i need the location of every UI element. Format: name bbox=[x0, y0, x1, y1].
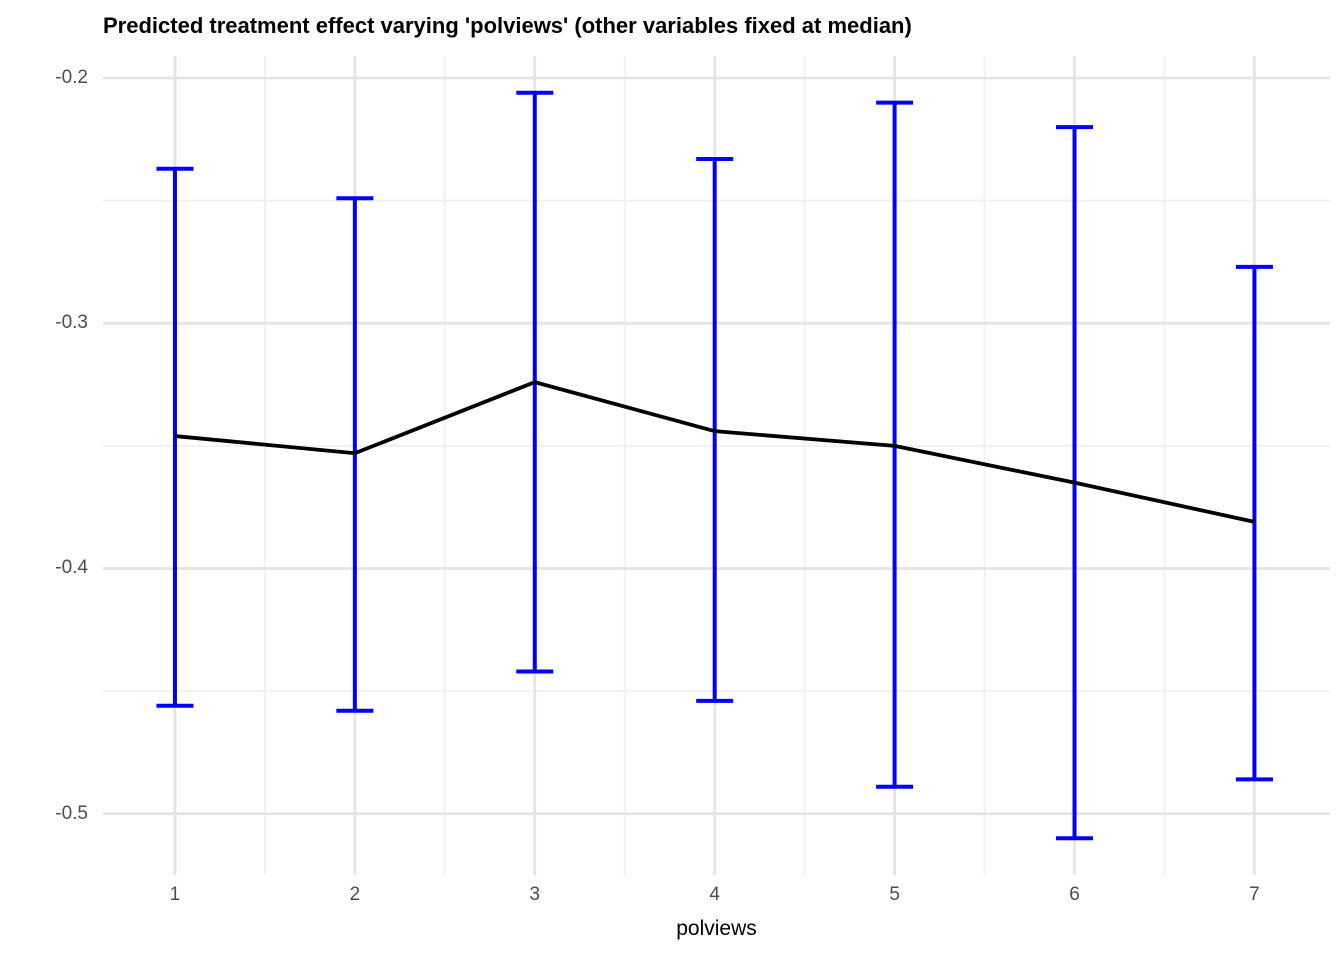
y-tick-label: -0.3 bbox=[55, 312, 88, 334]
x-tick-label: 2 bbox=[349, 884, 361, 905]
x-tick-label: 6 bbox=[1069, 884, 1080, 905]
x-tick-label: 1 bbox=[169, 884, 181, 905]
x-tick-label: 3 bbox=[529, 884, 541, 905]
estimate-line bbox=[174, 380, 1255, 524]
y-tick-label: -0.4 bbox=[55, 557, 88, 579]
y-tick-label: -0.5 bbox=[55, 802, 88, 824]
x-tick-label: 5 bbox=[889, 884, 900, 905]
x-axis-title: polviews bbox=[676, 917, 757, 940]
x-tick-label: 7 bbox=[1249, 884, 1260, 905]
chart-title: Predicted treatment effect varying 'polv… bbox=[103, 13, 912, 38]
y-tick-label: -0.2 bbox=[55, 67, 88, 89]
x-tick-label: 4 bbox=[709, 884, 720, 905]
